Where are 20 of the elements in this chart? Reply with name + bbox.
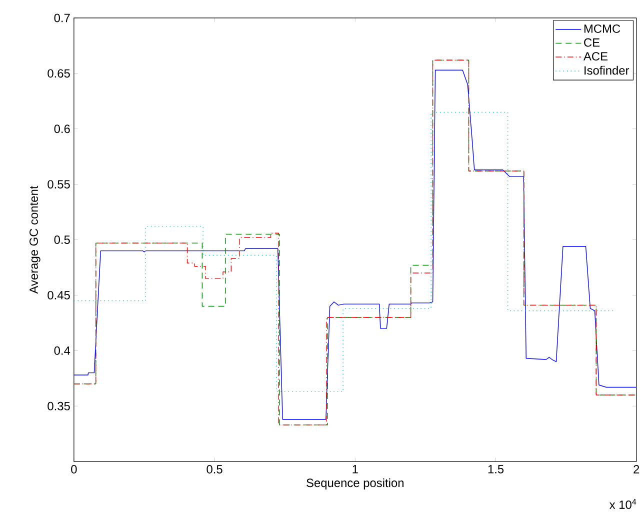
x-tick-label: 1	[352, 464, 358, 474]
x-tick-label: 2	[634, 464, 640, 474]
x-tick-label: 0	[71, 464, 77, 474]
x-tick-label: 1.5	[488, 464, 504, 474]
x-axis-title: Sequence position	[306, 478, 404, 490]
text: x 10$^{4}$	[609, 498, 636, 509]
y-tick-label: 0.45	[48, 290, 70, 300]
legend-label: ACE	[583, 52, 608, 60]
y-tick-label: 0.5	[54, 235, 70, 244]
y-tick-label: 0.35	[48, 402, 70, 410]
y-tick-label: 0.65	[48, 68, 70, 78]
legend-label: CE	[584, 38, 600, 46]
y-tick-label: 0.7	[54, 14, 70, 22]
legend-label: Isofinder	[584, 66, 630, 74]
x-tick-label: 0.5	[206, 464, 222, 474]
legend-label: MCMC	[584, 24, 620, 33]
y-axis-title: Average GC content	[30, 186, 40, 294]
y-tick-label: 0.6	[54, 124, 70, 133]
y-tick-label: 0.55	[48, 180, 70, 188]
y-tick-label: 0.4	[54, 346, 70, 355]
